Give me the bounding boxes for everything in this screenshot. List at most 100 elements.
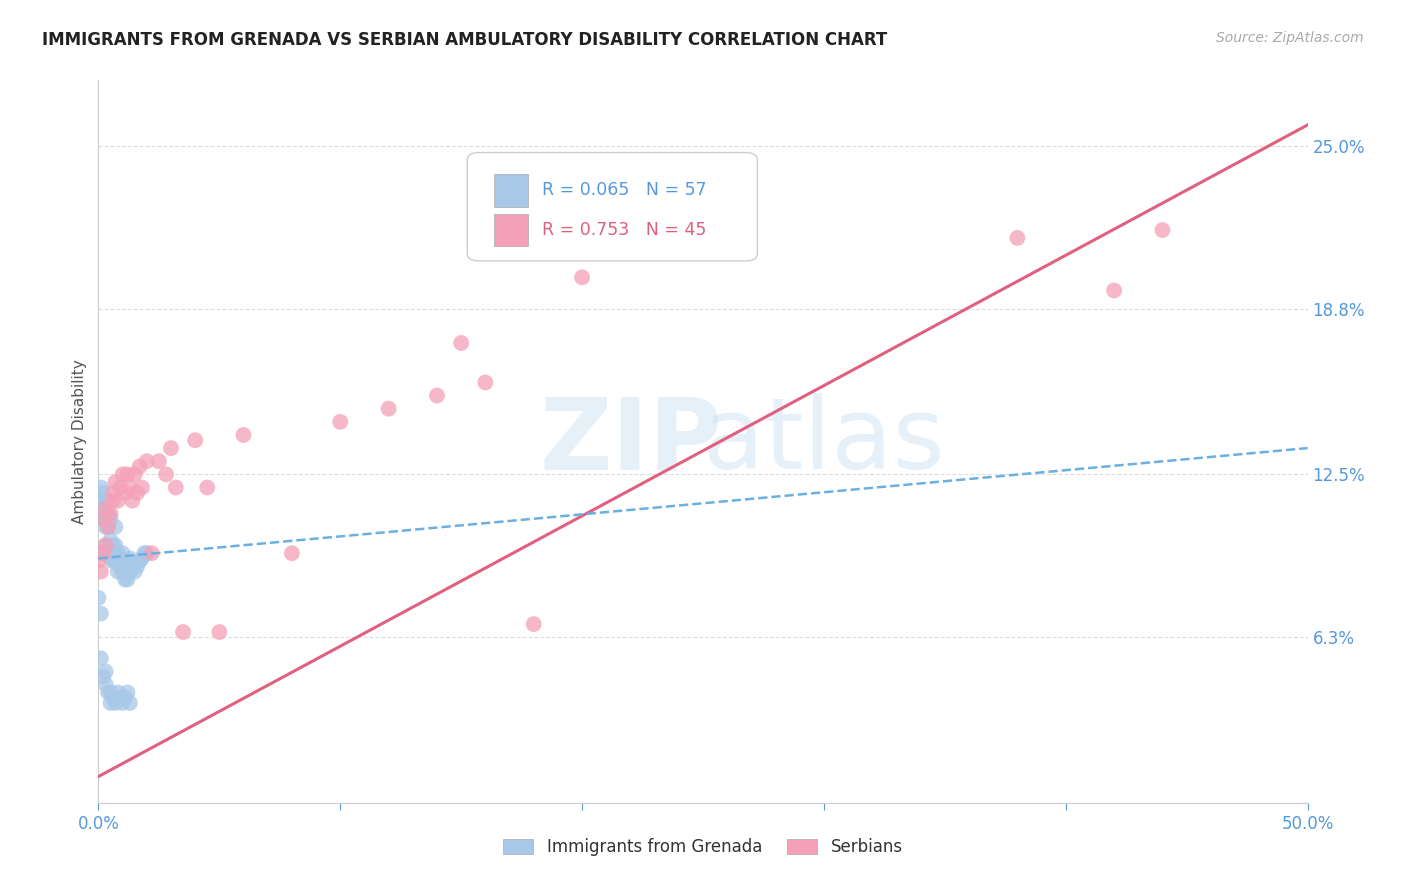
Point [128,554,150,568]
Point [124,565,146,579]
Legend: Immigrants from Grenada, Serbians: Immigrants from Grenada, Serbians [496,831,910,863]
Point [118,551,141,566]
Point [118,481,141,495]
Point [107,546,129,560]
Point [111,467,134,482]
Point [1007,231,1029,245]
Text: IMMIGRANTS FROM GRENADA VS SERBIAN AMBULATORY DISABILITY CORRELATION CHART: IMMIGRANTS FROM GRENADA VS SERBIAN AMBUL… [42,31,887,49]
Point [127,559,149,574]
Point [135,546,157,560]
Point [118,696,141,710]
Point [94,538,117,552]
Text: ZIP: ZIP [538,393,721,490]
Point [111,696,134,710]
Point [90,565,112,579]
Point [619,244,641,258]
Point [94,501,117,516]
Point [100,551,122,566]
Point [90,546,112,560]
Point [114,485,136,500]
Point [90,493,112,508]
Point [91,512,114,526]
Point [100,685,122,699]
Point [118,565,141,579]
Point [172,625,194,640]
Point [107,493,129,508]
Point [114,554,136,568]
Point [127,485,149,500]
Point [124,467,146,482]
Point [135,454,157,468]
Point [117,559,139,574]
Point [104,538,127,552]
Point [111,546,134,560]
Point [107,565,129,579]
Point [117,573,139,587]
Point [91,670,114,684]
Point [97,520,120,534]
Point [114,690,136,705]
Point [571,270,593,285]
Point [426,388,449,402]
Point [141,546,163,560]
Point [450,336,472,351]
Point [100,512,122,526]
Point [94,677,117,691]
Point [97,507,120,521]
Point [329,415,352,429]
Point [100,696,122,710]
Point [104,696,127,710]
Point [281,546,304,560]
Point [165,481,187,495]
FancyBboxPatch shape [467,153,758,260]
Point [377,401,399,416]
Point [94,493,117,508]
Point [134,546,156,560]
Point [94,665,117,679]
Point [91,485,114,500]
Text: R = 0.753   N = 45: R = 0.753 N = 45 [543,221,707,239]
Point [97,520,120,534]
Point [155,467,177,482]
Point [87,591,110,605]
FancyBboxPatch shape [494,214,527,246]
Text: Source: ZipAtlas.com: Source: ZipAtlas.com [1216,31,1364,45]
Point [107,685,129,699]
Point [108,551,131,566]
Point [90,607,112,621]
Point [474,376,496,390]
Point [117,685,139,699]
Point [114,573,136,587]
Point [523,617,546,632]
Point [108,690,131,705]
Point [108,481,131,495]
Text: atlas: atlas [703,393,945,490]
Point [1152,223,1174,237]
Point [101,493,124,508]
Y-axis label: Ambulatory Disability: Ambulatory Disability [72,359,87,524]
Point [121,559,143,574]
Point [91,546,114,560]
Point [101,690,124,705]
Point [160,441,183,455]
Point [97,546,120,560]
Point [94,538,117,552]
Point [108,559,131,574]
Point [91,512,114,526]
Point [232,428,254,442]
Point [131,551,153,566]
Point [101,485,124,500]
Point [91,501,114,516]
Point [104,554,127,568]
Point [101,538,124,552]
Point [100,507,122,521]
Point [100,533,122,547]
Point [1102,284,1125,298]
Point [104,520,127,534]
Text: R = 0.065   N = 57: R = 0.065 N = 57 [543,181,707,199]
Point [184,434,207,448]
Point [104,475,127,490]
Point [87,554,110,568]
Point [117,467,139,482]
Point [101,554,124,568]
